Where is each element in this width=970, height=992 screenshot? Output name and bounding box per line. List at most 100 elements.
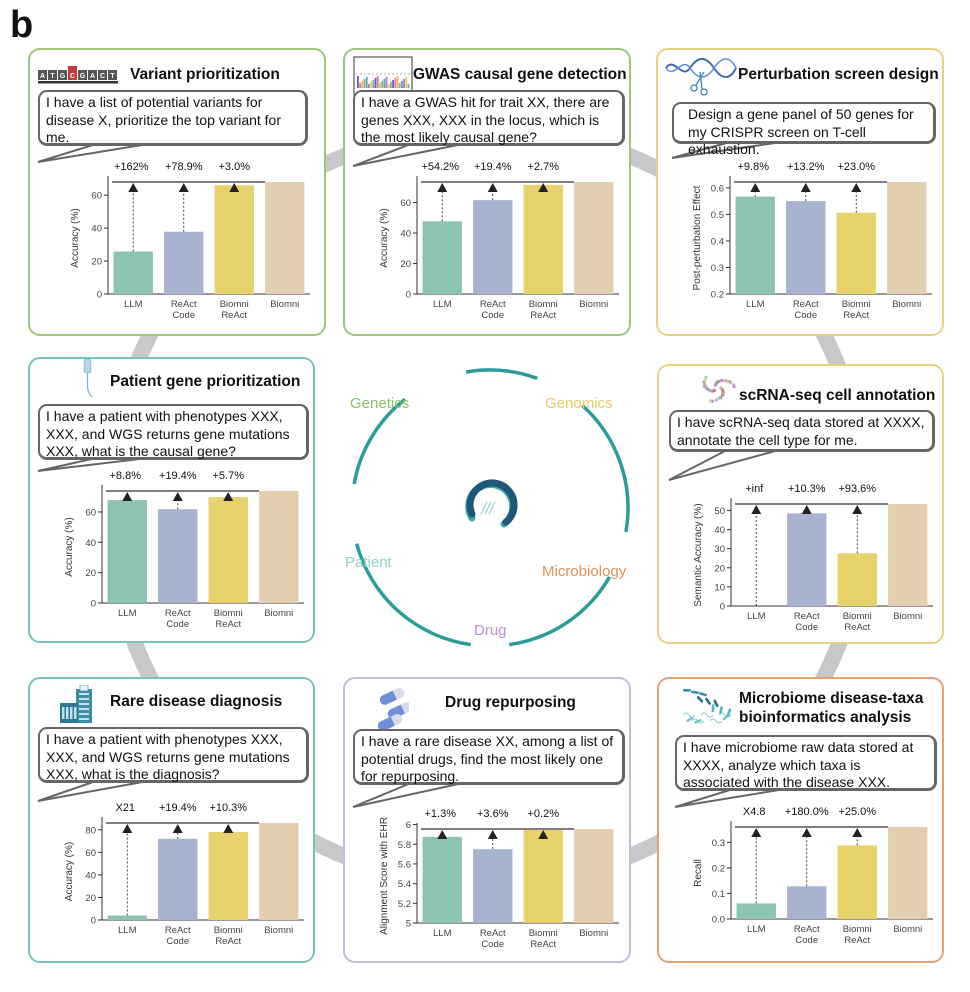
y-tick-label: 20 [714,563,725,574]
x-tick-label: Code [481,939,504,950]
improvement-label: +10.3% [209,802,247,814]
prompt-bubble: I have scRNA-seq data stored at XXXX, an… [669,410,935,452]
y-tick-label: 20 [91,257,102,268]
panel-title: Patient gene prioritization [110,373,301,390]
improvement-arrowhead [800,183,811,192]
bar-react-code [158,838,198,920]
improvement-arrowhead [223,824,234,833]
ring-arc [508,576,612,647]
improvement-arrowhead [750,183,761,192]
y-tick-label: 0.2 [712,863,725,874]
bar-chart-perturb: 0.2 0.3 0.4 0.5 0.6 Post-perturbation Effect L… [692,161,932,321]
improvement-arrowhead [538,830,549,839]
bar-react-code [164,231,204,294]
bar-llm [735,196,775,294]
improvement-arrowhead [487,183,498,192]
bar-react-code [473,200,513,294]
x-tick-label: Code [481,310,504,321]
panel-title: Drug repurposing [445,694,576,711]
y-tick-label: 30 [714,544,725,555]
prompt-bubble: I have a patient with phenotypes XXX, XX… [38,727,309,783]
improvement-arrowhead [852,828,863,837]
task-panel-gwas: GWAS causal gene detection I have a GWAS … [343,48,631,336]
manhattan-plot-icon [353,56,413,96]
improvement-arrowhead [172,492,183,501]
improvement-label: +inf [745,483,764,495]
panel-title: Microbiome disease-taxa bioinformatics an… [739,689,923,727]
improvement-arrowhead [122,824,133,833]
domain-label-drug: Drug [474,622,507,639]
bar-biomni-react [523,184,563,294]
bacteria-icon [682,689,731,724]
x-tick-label: Biomni [529,928,558,939]
y-tick-label: 0.5 [711,210,724,221]
x-tick-label: LLM [746,299,765,310]
task-panel-variant: A T G C G A C T Variant prioritization I have a l… [28,48,326,336]
bar-react-code [786,201,826,294]
y-axis-label: Recall [693,859,704,887]
improvement-label: +162% [114,161,149,173]
bar-llm [107,915,147,920]
x-tick-label: ReAct [480,928,506,939]
improvement-label: +23.0% [837,161,875,173]
improvement-label: +8.8% [110,470,142,482]
svg-text:G: G [80,73,86,80]
bar-biomni-react [214,185,254,294]
x-tick-label: Biomni [843,924,872,935]
task-panel-drug: Drug repurposing I have a rare disease XX… [343,677,631,963]
bar-llm [736,903,776,919]
task-panel-rare: Rare disease diagnosis I have a patient w… [28,677,315,963]
x-tick-label: ReAct [165,925,191,936]
figure-label: b [10,4,34,46]
bar-biomni-react [837,845,877,919]
task-panel-scrna: scRNA-seq cell annotation I have scRNA-se… [657,364,944,644]
task-panel-microbiome: Microbiome disease-taxa bioinformatics an… [657,677,944,963]
prompt-bubble: Design a gene panel of 50 genes for my C… [672,102,936,157]
speech-bubble-tail [668,449,780,481]
domain-label-genetics: Genetics [350,395,410,412]
svg-text:T: T [110,73,115,80]
speech-bubble-tail [352,782,464,808]
y-tick-label: 5 [406,919,411,930]
x-tick-label: ReAct [844,935,870,946]
improvement-label: +3.0% [219,161,251,173]
bar-biomni [888,827,928,919]
x-tick-label: Code [172,310,195,321]
x-tick-label: LLM [124,299,143,310]
x-tick-label: Code [795,935,818,946]
y-tick-label: 5.2 [398,899,411,910]
bar-biomni [888,504,928,606]
y-tick-label: 60 [85,848,96,859]
x-tick-label: Biomni [893,611,922,622]
bar-biomni-react [523,829,563,923]
improvement-label: +1.3% [425,808,457,820]
x-tick-label: Biomni [579,928,608,939]
x-tick-label: ReAct [215,936,241,947]
improvement-arrowhead [128,183,139,192]
task-panel-perturb: Perturbation screen design Design a gene … [656,48,944,336]
improvement-label: +0.2% [528,808,560,820]
y-tick-label: 40 [714,525,725,536]
x-tick-label: Code [166,619,189,630]
x-tick-label: Biomni [843,611,872,622]
y-tick-label: 0.0 [712,915,725,926]
y-axis-label: Accuracy (%) [64,517,75,576]
bar-biomni [259,491,299,603]
improvement-label: +19.4% [474,161,512,173]
improvement-label: +3.6% [477,808,509,820]
bar-biomni [887,182,927,294]
y-tick-label: 20 [85,568,96,579]
bar-biomni [259,823,299,920]
cell-cluster-icon [702,375,736,403]
x-tick-label: ReAct [530,939,556,950]
y-axis-label: Alignment Score with EHR [379,817,390,935]
x-tick-label: Biomni [270,299,299,310]
bar-chart-drug: 5 5.2 5.4 5.6 5.8 6 Alignment Score with EHR LL… [379,808,619,950]
bar-react-code [158,509,198,603]
domain-label-patient: Patient [345,554,392,571]
x-tick-label: Biomni [579,299,608,310]
improvement-label: X4.8 [743,806,766,818]
x-tick-label: ReAct [530,310,556,321]
